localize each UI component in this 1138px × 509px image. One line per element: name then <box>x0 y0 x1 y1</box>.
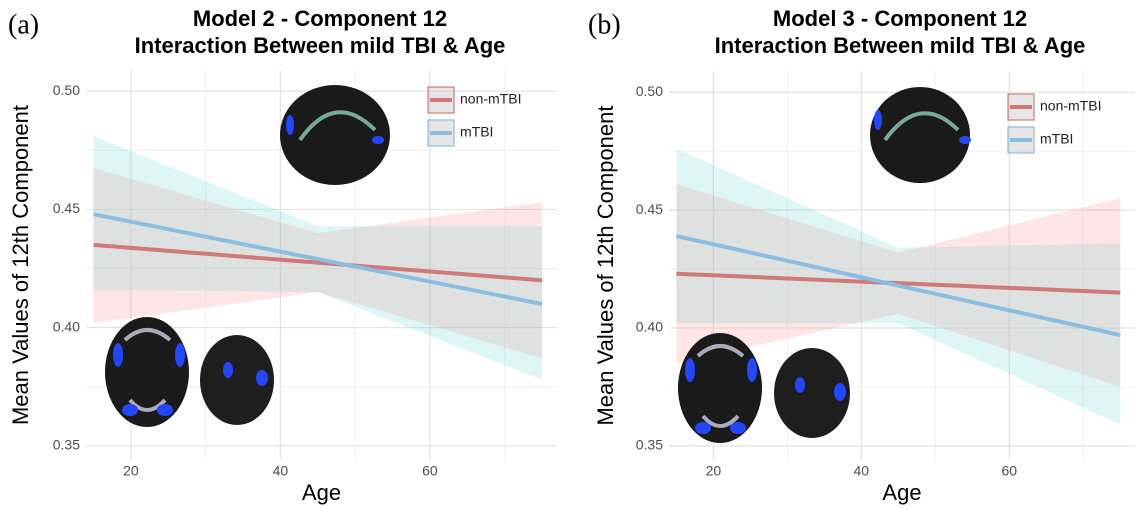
legend-label: non-mTBI <box>1040 98 1101 114</box>
blob <box>874 110 882 130</box>
fit-line <box>676 271 1121 295</box>
x-tick-label: 60 <box>422 463 438 479</box>
blob <box>286 115 294 135</box>
tract <box>696 344 745 428</box>
legend-label: mTBI <box>1040 131 1073 147</box>
x-axis-label: Age <box>882 480 921 505</box>
brain-axial-a1 <box>105 317 189 427</box>
legend-label: mTBI <box>460 124 493 140</box>
blob <box>175 343 185 367</box>
brain-sagittal-b <box>870 87 971 183</box>
panel-label: (b) <box>588 9 621 40</box>
x-tick-label: 40 <box>273 463 289 479</box>
blob <box>157 404 173 416</box>
brain-sagittal-a <box>280 85 390 185</box>
brain <box>105 317 189 427</box>
blob <box>795 377 805 393</box>
blob <box>223 362 233 378</box>
y-tick-label: 0.50 <box>53 82 80 98</box>
brain-images <box>105 85 971 443</box>
brain <box>870 87 970 183</box>
blob <box>959 136 971 144</box>
plots: 20 40 60 0.35 0.40 0.45 0.50 non-mTBI mTBI Model … <box>8 6 1135 505</box>
fit-line <box>93 212 543 306</box>
y-tick-label: 0.50 <box>636 83 663 99</box>
blob <box>122 404 138 416</box>
y-tick-label: 0.40 <box>53 318 80 334</box>
tract <box>123 328 172 412</box>
blob <box>695 422 711 434</box>
blob <box>685 358 695 382</box>
panel-label: (a) <box>8 9 39 40</box>
y-tick-label: 0.45 <box>636 201 663 217</box>
brain <box>200 335 274 425</box>
y-tick-label: 0.35 <box>53 437 80 453</box>
chart-title: Model 2 - Component 12 <box>193 6 447 31</box>
tract <box>298 110 377 142</box>
brain <box>678 333 762 443</box>
chart-title: Interaction Between mild TBI & Age <box>715 33 1086 58</box>
chart-title: Interaction Between mild TBI & Age <box>135 33 506 58</box>
y-axis-label: Mean Values of 12th Component <box>593 105 618 425</box>
y-axis-label: Mean Values of 12th Component <box>8 105 33 425</box>
y-tick-label: 0.40 <box>636 319 663 335</box>
blob <box>834 383 846 401</box>
x-tick-label: 20 <box>706 463 722 479</box>
brain-axial-b2 <box>774 348 850 438</box>
fit-line <box>93 242 543 283</box>
x-tick-label: 40 <box>854 463 870 479</box>
blob <box>113 343 123 367</box>
x-axis-label: Age <box>302 480 341 505</box>
legend-label: non-mTBI <box>460 91 521 107</box>
fit-line <box>675 234 1121 338</box>
brain <box>280 85 390 185</box>
x-tick-label: 20 <box>123 463 139 479</box>
x-tick-label: 60 <box>1001 463 1017 479</box>
tract <box>883 111 960 142</box>
chart-title: Model 3 - Component 12 <box>773 6 1027 31</box>
brain-axial-b1 <box>678 333 762 443</box>
blob <box>372 136 384 144</box>
brain-axial-a2 <box>200 335 274 425</box>
blob <box>256 370 268 386</box>
blob <box>730 422 746 434</box>
blob <box>747 358 757 382</box>
y-tick-label: 0.45 <box>53 200 80 216</box>
brain <box>774 348 850 438</box>
y-tick-label: 0.35 <box>636 437 663 453</box>
